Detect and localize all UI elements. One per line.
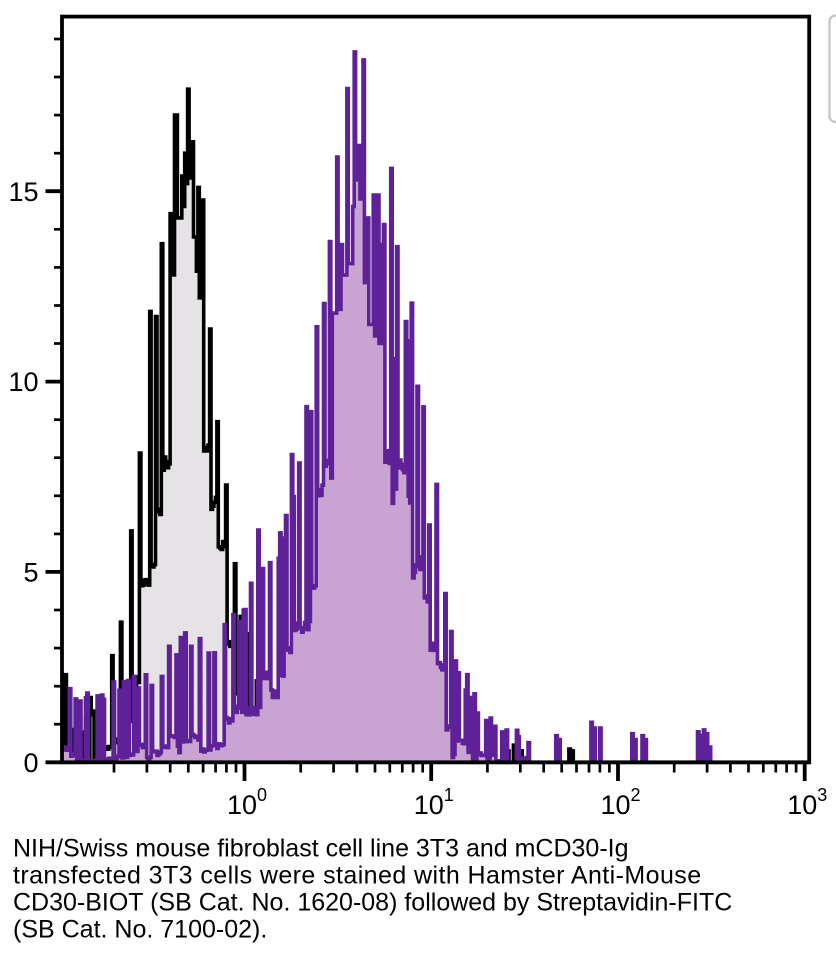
svg-text:10: 10 xyxy=(8,367,38,397)
svg-text:NIH/Swiss mouse fibroblast cel: NIH/Swiss mouse fibroblast cell line 3T3… xyxy=(13,835,629,863)
svg-text:transfected 3T3 cells were sta: transfected 3T3 cells were stained with … xyxy=(13,862,702,890)
svg-text:(SB Cat. No. 7100-02).: (SB Cat. No. 7100-02). xyxy=(13,916,267,944)
svg-text:15: 15 xyxy=(8,177,38,207)
svg-text:5: 5 xyxy=(23,558,38,588)
svg-text:CD30-BIOT (SB Cat. No. 1620-08: CD30-BIOT (SB Cat. No. 1620-08) followed… xyxy=(13,889,732,917)
svg-text:0: 0 xyxy=(23,748,38,778)
